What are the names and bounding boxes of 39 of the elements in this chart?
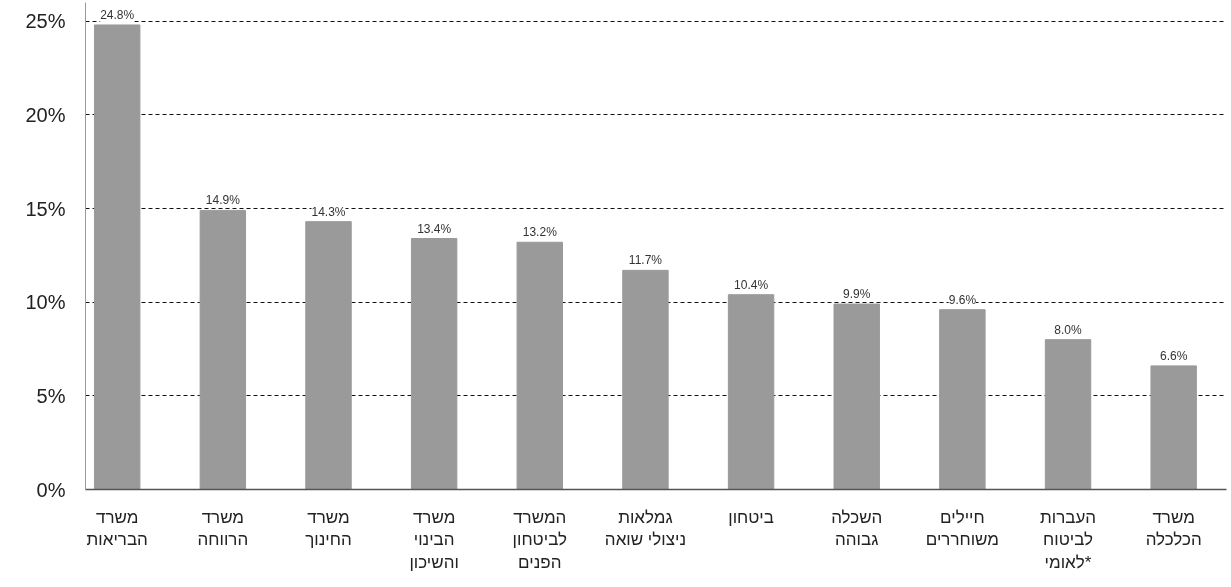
x-tick-label: העברות לביטוח לאומי* xyxy=(1039,507,1097,573)
y-tick-label: 15% xyxy=(25,197,66,220)
bar xyxy=(199,209,247,490)
bar xyxy=(833,303,880,490)
bar xyxy=(516,241,563,490)
x-tick-label: חיילים משוחררים xyxy=(925,507,1000,550)
data-label: 8.0% xyxy=(1054,322,1083,337)
data-label: 6.6% xyxy=(1160,348,1188,363)
x-tick-label: המשרד לביטחון הפנים xyxy=(512,507,567,573)
bar xyxy=(939,309,986,490)
data-label: 11.7% xyxy=(628,253,663,268)
x-tick-label: משרד הרווחה xyxy=(197,507,249,550)
y-tick-label: 10% xyxy=(25,291,66,314)
data-label: 13.4% xyxy=(417,221,452,236)
bar xyxy=(93,24,141,490)
data-label: 13.2% xyxy=(522,225,558,240)
y-tick-label: 5% xyxy=(36,384,66,407)
x-tick-label: משרד החינוך xyxy=(305,507,352,550)
bar xyxy=(622,269,669,490)
x-tick-label: משרד הבינוי והשיכון xyxy=(409,507,459,573)
data-label: 9.9% xyxy=(843,287,871,302)
bar xyxy=(1150,365,1197,490)
data-label: 14.9% xyxy=(205,193,241,208)
x-tick-label: משרד הבריאות xyxy=(86,507,148,550)
x-tick-label: ביטחון xyxy=(728,507,774,527)
bar xyxy=(727,294,775,490)
bar xyxy=(410,238,458,490)
data-label: 10.4% xyxy=(734,277,769,292)
bar xyxy=(305,221,352,490)
data-label: 14.3% xyxy=(311,204,346,219)
bar xyxy=(1044,339,1092,490)
x-tick-label: משרד הכלכלה xyxy=(1145,507,1202,550)
y-tick-label: 25% xyxy=(25,10,66,33)
x-tick-label: השכלה גבוהה xyxy=(831,507,883,550)
y-tick-label: 0% xyxy=(36,478,66,501)
y-tick-label: 20% xyxy=(25,103,66,126)
x-tick-label: גמלאות ניצולי שואה xyxy=(604,507,687,550)
data-label: 24.8% xyxy=(100,7,135,22)
data-label: 9.6% xyxy=(948,292,977,307)
